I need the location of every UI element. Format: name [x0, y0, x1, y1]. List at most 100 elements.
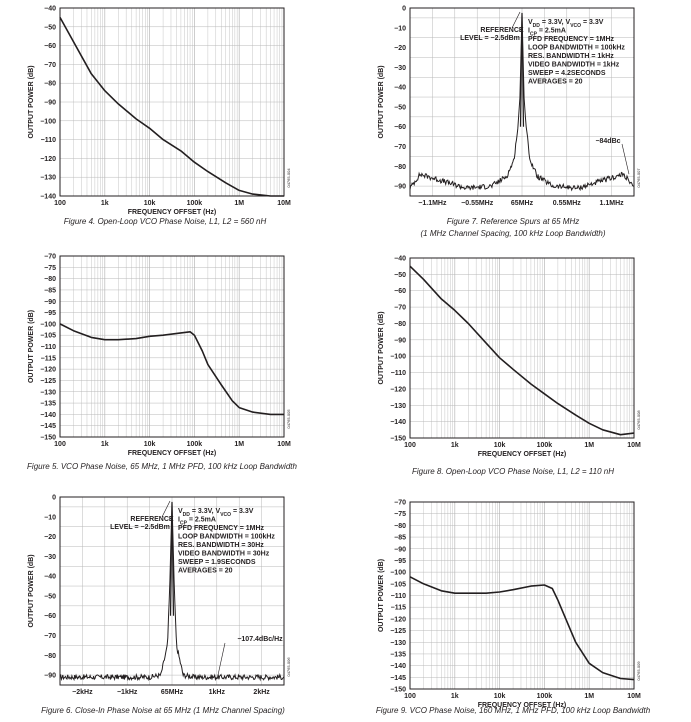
y-tick-label: −90	[394, 184, 406, 191]
x-tick-label: 65MHz	[161, 689, 184, 696]
y-tick-label: −150	[40, 435, 56, 442]
x-tick-label: 100k	[187, 441, 203, 448]
y-tick-label: −40	[44, 574, 56, 581]
y-axis-label: OUTPUT POWER (dB)	[28, 65, 35, 138]
y-tick-label: −120	[40, 156, 56, 163]
x-tick-label: 100	[54, 200, 66, 207]
y-tick-label: −90	[394, 546, 406, 553]
figure-code: 04765-004	[286, 168, 291, 188]
y-tick-label: −80	[394, 164, 406, 171]
y-ticks-fig9: −70 −75 −80 −85 −90 −95 −100 −105 −110 −115 −120 −1…	[390, 500, 406, 694]
x-axis-label: FREQUENCY OFFSET (Hz)	[478, 451, 567, 458]
setting-line: VIDEO BANDWIDTH = 30Hz	[178, 551, 270, 558]
setting-line: SWEEP = 1.9SECONDS	[178, 559, 256, 566]
plot-frame-fig8	[409, 257, 635, 439]
y-ticks-fig5: −70 −75 −80 −85 −90 −95 −100 −105 −110 −115 −120 −1…	[40, 254, 56, 442]
trace-fig7	[409, 12, 635, 192]
y-tick-label: −145	[40, 423, 56, 430]
x-tick-label: −0.55MHz	[461, 200, 494, 207]
y-tick-label: −130	[390, 640, 406, 647]
setting-line: ICP = 2.5mA	[528, 28, 566, 38]
x-ticks-fig8: 100 1k 10k 100k 1M 10M	[404, 442, 641, 449]
chart-fig8: −40 −50 −60 −70 −80 −90 −100 −110 −120 −130 −140 −1…	[378, 256, 641, 477]
y-tick-label: −130	[40, 175, 56, 182]
marker-note: −84dBc	[595, 138, 630, 175]
y-tick-label: −140	[40, 412, 56, 419]
y-tick-label: −130	[390, 403, 406, 410]
trace-fig9	[409, 576, 635, 681]
y-tick-label: −110	[391, 370, 406, 377]
x-tick-label: 100k	[537, 442, 553, 449]
y-tick-label: −30	[394, 65, 406, 72]
y-axis-label: OUTPUT POWER (dB)	[378, 559, 385, 632]
y-axis-label: OUTPUT POWER (dB)	[378, 311, 385, 384]
setting-line: VIDEO BANDWIDTH = 1kHz	[528, 62, 620, 69]
grid-fig8	[409, 257, 635, 439]
y-tick-label: −80	[44, 653, 56, 660]
y-tick-label: −50	[44, 24, 56, 31]
setting-line: AVERAGES = 20	[528, 79, 583, 86]
y-tick-label: −60	[394, 288, 406, 295]
figure-caption: Figure 8. Open-Loop VCO Phase Noise, L1,…	[412, 467, 614, 476]
reference-level: LEVEL = −2.5dBm	[110, 524, 170, 531]
x-tick-label: 10M	[627, 693, 641, 700]
y-tick-label: 0	[52, 495, 56, 502]
y-tick-label: −80	[394, 523, 406, 530]
reference-label: REFERENCE	[130, 516, 174, 523]
y-tick-label: −95	[394, 558, 406, 565]
y-tick-label: −50	[394, 272, 406, 279]
x-tick-label: 10k	[494, 693, 506, 700]
chart-fig4: −40−50−60−70−80−90−100−110−120−130−14010…	[28, 6, 291, 227]
x-tick-label: 100	[54, 441, 66, 448]
x-tick-label: 10k	[494, 442, 506, 449]
reference-label: REFERENCE	[480, 27, 524, 34]
figure-code: 04765-006	[286, 657, 291, 677]
setting-line: PFD FREQUENCY = 1MHz	[178, 525, 265, 532]
y-tick-label: −90	[44, 299, 56, 306]
y-tick-label: −40	[394, 256, 406, 263]
y-tick-label: −70	[44, 633, 56, 640]
y-tick-label: −100	[40, 118, 56, 125]
x-tick-label: 1k	[451, 442, 459, 449]
marker-label: −84dBc	[595, 138, 620, 145]
y-tick-label: −90	[44, 673, 56, 680]
x-tick-label: 1.1MHz	[600, 200, 625, 207]
y-tick-label: −70	[44, 254, 56, 261]
x-tick-label: 1k	[101, 200, 109, 207]
y-tick-label: −20	[394, 45, 406, 52]
y-tick-label: −75	[44, 265, 56, 272]
y-tick-label: −50	[394, 104, 406, 111]
setting-line: LOOP BANDWIDTH = 100kHz	[528, 45, 625, 52]
setting-line: LOOP BANDWIDTH = 100kHz	[178, 534, 275, 541]
x-ticks-fig7: −1.1MHz −0.55MHz 65MHz 0.55MHz 1.1MHz	[418, 200, 624, 207]
y-tick-label: −70	[394, 144, 406, 151]
y-tick-label: −60	[44, 43, 56, 50]
x-tick-label: 100k	[187, 200, 203, 207]
y-tick-label: −100	[390, 354, 406, 361]
setting-line: ICP = 2.5mA	[178, 517, 216, 527]
y-tick-label: −125	[390, 628, 406, 635]
y-ticks-fig4: −40 −50 −60 −70 −80 −90 −100 −110 −120 −130 −140	[40, 6, 56, 201]
x-tick-label: 1k	[451, 693, 459, 700]
y-tick-label: −130	[40, 389, 56, 396]
trace-fig8	[409, 265, 635, 436]
figure-caption: Figure 9. VCO Phase Noise, 160 MHz, 1 MH…	[376, 706, 651, 715]
trace-fig4	[59, 17, 284, 197]
y-tick-label: −110	[41, 344, 56, 351]
y-tick-label: −140	[390, 663, 406, 670]
y-tick-label: −50	[44, 593, 56, 600]
x-tick-label: 65MHz	[511, 200, 534, 207]
y-tick-label: −120	[40, 367, 56, 374]
y-tick-label: −90	[394, 337, 406, 344]
y-tick-label: −80	[44, 276, 56, 283]
x-tick-label: 1M	[584, 442, 594, 449]
y-tick-label: −70	[44, 62, 56, 69]
setting-line: RES. BANDWIDTH = 1kHz	[528, 53, 614, 60]
grid-fig5	[59, 255, 285, 438]
y-axis-label: OUTPUT POWER (dB)	[28, 310, 35, 383]
y-tick-label: −80	[44, 81, 56, 88]
x-tick-label: 10M	[277, 200, 291, 207]
y-tick-label: −10	[394, 25, 406, 32]
x-tick-label: 1M	[584, 693, 594, 700]
